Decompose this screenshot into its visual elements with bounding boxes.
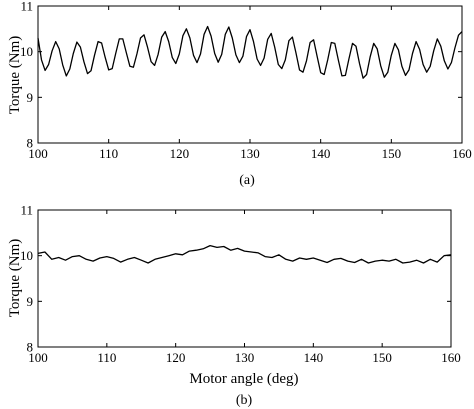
panel-b-x-axis-label: Motor angle (deg) [189, 371, 298, 387]
panel-a-ticks: 100 110 120 130 140 150 160 8 9 10 11 [20, 0, 472, 161]
panel-b-y-tick-label: 11 [20, 203, 33, 218]
panel-a-y-tick-label: 11 [20, 0, 33, 14]
panel-b-x-tick-label: 100 [28, 350, 48, 365]
panel-b-x-tick-label: 120 [166, 350, 186, 365]
panel-a-x-tick-label: 110 [99, 146, 118, 161]
panel-b-x-tick-label: 160 [441, 350, 461, 365]
panel-a-x-tick-label: 100 [28, 146, 48, 161]
panel-b-caption: (b) [236, 393, 253, 408]
panel-b-x-tick-label: 110 [97, 350, 116, 365]
panel-b-y-axis-label: Torque (Nm) [7, 239, 23, 318]
panel-b-y-tick-label: 9 [27, 294, 34, 309]
panel-a-x-tick-label: 120 [170, 146, 190, 161]
panel-a-y-tick-label: 8 [27, 136, 34, 151]
panel-b-torque-line [37, 244, 452, 264]
panel-a-x-tick-label: 160 [452, 146, 472, 161]
panel-b-y-tick-label: 8 [27, 340, 34, 355]
panel-a-frame [37, 5, 463, 144]
panel-b-y-tick-label: 10 [20, 248, 33, 263]
panel-a-caption: (a) [239, 173, 255, 188]
panel-a-x-tick-label: 150 [382, 146, 402, 161]
panel-b-x-tick-label: 130 [235, 350, 255, 365]
panel-a-x-tick-label: 130 [240, 146, 260, 161]
panel-b-ticks: 100 110 120 130 140 150 160 8 9 10 11 [20, 203, 461, 366]
panel-b-frame [37, 209, 452, 348]
panel-b-x-tick-label: 150 [372, 350, 392, 365]
panel-a-y-tick-label: 10 [20, 44, 33, 59]
panel-a-torque-line [37, 25, 463, 79]
panel-a-y-tick-label: 9 [27, 90, 34, 105]
panel-a-x-tick-label: 140 [311, 146, 331, 161]
panel-b-x-tick-label: 140 [304, 350, 324, 365]
panel-a-y-axis-label: Torque (Nm) [7, 36, 23, 115]
